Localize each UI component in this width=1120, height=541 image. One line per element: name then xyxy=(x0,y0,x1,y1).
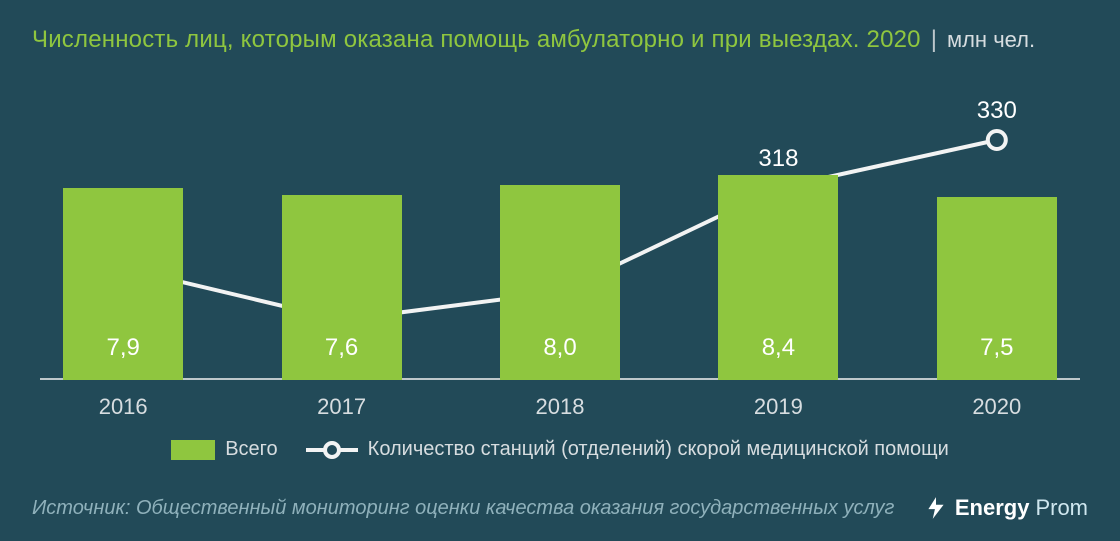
legend: Всего Количество станций (отделений) ско… xyxy=(0,438,1120,461)
legend-line: Количество станций (отделений) скорой ме… xyxy=(306,438,949,461)
bar-value-label: 7,5 xyxy=(980,334,1013,362)
brand-logo: EnergyProm xyxy=(923,495,1088,521)
title-separator: | xyxy=(931,26,937,54)
x-axis-label: 2016 xyxy=(63,394,183,420)
bar-slot: 8,42019 xyxy=(718,100,838,380)
brand-thin: Prom xyxy=(1035,495,1088,521)
source-text: Источник: Общественный мониторинг оценки… xyxy=(32,497,894,520)
bolt-icon xyxy=(923,495,949,521)
bar-slot: 7,62017 xyxy=(282,100,402,380)
legend-bar: Всего xyxy=(171,438,277,461)
bar-value-label: 7,9 xyxy=(107,334,140,362)
bar-value-label: 8,4 xyxy=(762,334,795,362)
bar-value-label: 8,0 xyxy=(543,334,576,362)
legend-bar-swatch xyxy=(171,440,215,460)
bar-value-label: 7,6 xyxy=(325,334,358,362)
legend-line-swatch xyxy=(306,440,358,460)
title-row: Численность лиц, которым оказана помощь … xyxy=(32,26,1088,54)
footer: Источник: Общественный мониторинг оценки… xyxy=(32,495,1088,521)
x-axis-label: 2018 xyxy=(500,394,620,420)
legend-bar-label: Всего xyxy=(225,438,277,461)
plot-area: 298285292318330 7,920167,620178,020188,4… xyxy=(40,100,1080,380)
brand-bold: Energy xyxy=(955,495,1030,521)
x-axis-label: 2019 xyxy=(718,394,838,420)
legend-line-label: Количество станций (отделений) скорой ме… xyxy=(368,438,949,461)
bar-slot: 7,52020 xyxy=(937,100,1057,380)
chart-root: Численность лиц, которым оказана помощь … xyxy=(0,0,1120,541)
title-unit: млн чел. xyxy=(947,27,1035,53)
x-axis-label: 2017 xyxy=(282,394,402,420)
bar-slot: 8,02018 xyxy=(500,100,620,380)
chart-title: Численность лиц, которым оказана помощь … xyxy=(32,26,921,54)
x-axis-label: 2020 xyxy=(937,394,1057,420)
bar-slot: 7,92016 xyxy=(63,100,183,380)
